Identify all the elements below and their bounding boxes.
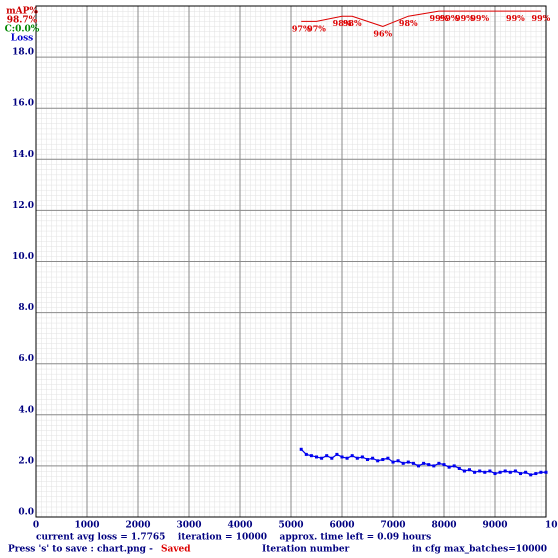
loss-point [386, 456, 390, 460]
x-tick-label: 5000 [278, 521, 303, 531]
loss-point [447, 465, 451, 469]
loss-point [498, 470, 502, 474]
loss-point [539, 470, 543, 474]
x-tick-label: 1000 [74, 521, 99, 531]
loss-point [478, 469, 482, 473]
y-tick-label: 4.0 [18, 405, 34, 415]
loss-point [371, 456, 375, 460]
save-hint: Press 's' to save : chart.png - [8, 545, 156, 555]
x-tick-label: 2000 [125, 521, 150, 531]
y-tick-label: 18.0 [12, 48, 34, 58]
y-tick-label: 12.0 [12, 201, 34, 211]
y-tick-label: 2.0 [18, 456, 34, 466]
map-line [301, 10, 541, 27]
loss-point [299, 447, 303, 451]
x-tick-label: 6000 [329, 521, 354, 531]
loss-point [422, 461, 426, 465]
cfg-label: in cfg max_batches=10000 [412, 545, 547, 555]
y-tick-label: 0.0 [18, 508, 34, 518]
loss-point [457, 466, 461, 470]
loss-point [366, 458, 369, 462]
loss-point [350, 454, 354, 458]
loss-point [417, 464, 420, 468]
loss-point [320, 456, 324, 460]
map-value-label: 99% [506, 13, 525, 23]
x-tick-label: 8000 [431, 521, 456, 531]
x-tick-label: 4000 [227, 521, 252, 531]
loss-point [508, 470, 512, 474]
map-value-label: 98% [343, 18, 362, 28]
loss-point [462, 469, 466, 473]
map-value: 98.7% [7, 16, 38, 26]
plot-frame [35, 5, 547, 518]
y-tick-label: 6.0 [18, 354, 34, 364]
loss-point [406, 460, 410, 464]
loss-point [401, 461, 405, 465]
loss-point [524, 470, 528, 474]
x-axis-label: Iteration number [262, 545, 350, 555]
loss-point [534, 472, 538, 476]
loss-point [315, 455, 318, 459]
loss-point [309, 454, 313, 458]
map-value-label: 97% [292, 23, 311, 33]
map-value-label: 96% [373, 28, 392, 38]
loss-point [304, 452, 308, 456]
loss-point [513, 469, 517, 473]
legend-map: mAP% [6, 7, 38, 17]
map-value-label: 98% [399, 18, 418, 28]
loss-point [468, 468, 471, 472]
loss-point [442, 463, 446, 467]
y-tick-label: 8.0 [18, 303, 34, 313]
status-line: current avg loss = 1.7765 iteration = 10… [36, 533, 431, 543]
loss-point [452, 464, 456, 468]
x-tick-label: 7000 [380, 521, 405, 531]
loss-point [503, 469, 507, 473]
loss-point [355, 456, 359, 460]
y-tick-label: 14.0 [12, 150, 34, 160]
map-value-label: 98% [333, 18, 352, 28]
y-tick-label: 16.0 [12, 99, 34, 109]
legend-loss: Loss [11, 34, 33, 44]
map-value-label: 97% [307, 23, 326, 33]
loss-point [519, 472, 522, 476]
loss-point [325, 454, 329, 458]
map-value-label: 99% [430, 13, 449, 23]
x-tick-label: 10 [545, 521, 558, 531]
x-tick-label: 9000 [482, 521, 507, 531]
loss-point [529, 473, 533, 477]
loss-point [432, 464, 436, 468]
loss-point [381, 458, 385, 462]
loss-point [473, 470, 477, 474]
loss-point [488, 469, 492, 473]
loss-point [340, 455, 344, 459]
loss-point [493, 472, 497, 476]
loss-point [483, 470, 487, 474]
map-value-label: 99% [532, 13, 551, 23]
loss-point [330, 456, 334, 460]
loss-point [411, 461, 415, 465]
loss-point [396, 459, 400, 463]
map-value-label: 99% [440, 13, 459, 23]
c-value: C:0.0% [5, 25, 40, 35]
loss-point [544, 470, 548, 474]
x-tick-label: 3000 [176, 521, 201, 531]
loss-point [335, 452, 339, 456]
loss-point [391, 460, 395, 464]
map-value-label: 99% [470, 13, 489, 23]
loss-point [376, 459, 380, 463]
loss-point [360, 455, 364, 459]
y-tick-label: 10.0 [12, 252, 34, 262]
loss-point [437, 461, 441, 465]
loss-point [427, 463, 431, 467]
x-tick-label: 0 [33, 521, 39, 531]
loss-point [345, 456, 349, 460]
saved-label: Saved [161, 545, 191, 555]
map-value-label: 99% [455, 13, 474, 23]
